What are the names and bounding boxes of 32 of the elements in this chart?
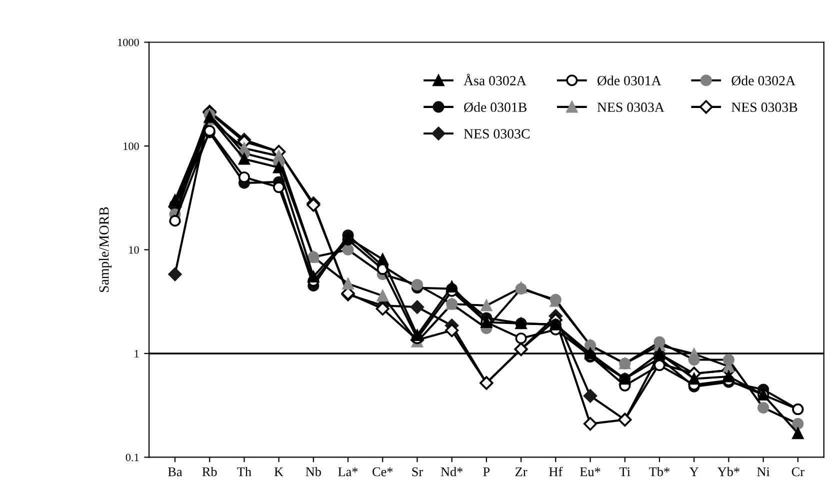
y-tick-label: 1	[134, 350, 139, 358]
y-tick-label: 0.1	[126, 454, 139, 462]
y-tick-label: 100	[124, 142, 139, 150]
x-tick-label: Rb	[202, 466, 217, 476]
legend-label: Åsa 0302A	[464, 74, 526, 86]
x-tick-label: Cr	[792, 467, 804, 476]
x-tick-label: Th	[237, 466, 252, 476]
x-tick-label: Nb	[306, 466, 321, 476]
x-tick-label: Ce*	[372, 467, 393, 476]
x-tick-label: Yb*	[717, 466, 740, 476]
x-tick-label: Ti	[619, 467, 630, 476]
y-tick-label: 10	[129, 246, 139, 254]
y-axis-title: Sample/MORB	[98, 207, 112, 292]
legend-label: NES 0303C	[464, 129, 530, 138]
x-tick-label: Nd*	[440, 466, 463, 476]
x-tick-label: La*	[338, 467, 358, 476]
x-tick-label: K	[274, 467, 284, 476]
legend-label: Øde 0302A	[732, 76, 796, 86]
x-tick-label: Eu*	[580, 467, 600, 476]
x-tick-label: P	[483, 467, 490, 476]
x-tick-label: Ba	[168, 467, 182, 476]
legend-label: NES 0303A	[597, 102, 664, 112]
x-tick-label: Sr	[412, 467, 423, 476]
legend-label: Øde 0301A	[598, 76, 662, 86]
legend-label: Øde 0301B	[464, 102, 526, 112]
x-tick-label: Zr	[515, 467, 528, 476]
y-tick-label: 1000	[118, 38, 139, 46]
x-tick-label: Hf	[549, 466, 563, 476]
x-tick-label: Ni	[757, 467, 770, 476]
x-tick-label: Y	[689, 467, 699, 476]
legend-label: NES 0303B	[732, 102, 798, 112]
x-tick-label: Tb*	[649, 466, 670, 476]
